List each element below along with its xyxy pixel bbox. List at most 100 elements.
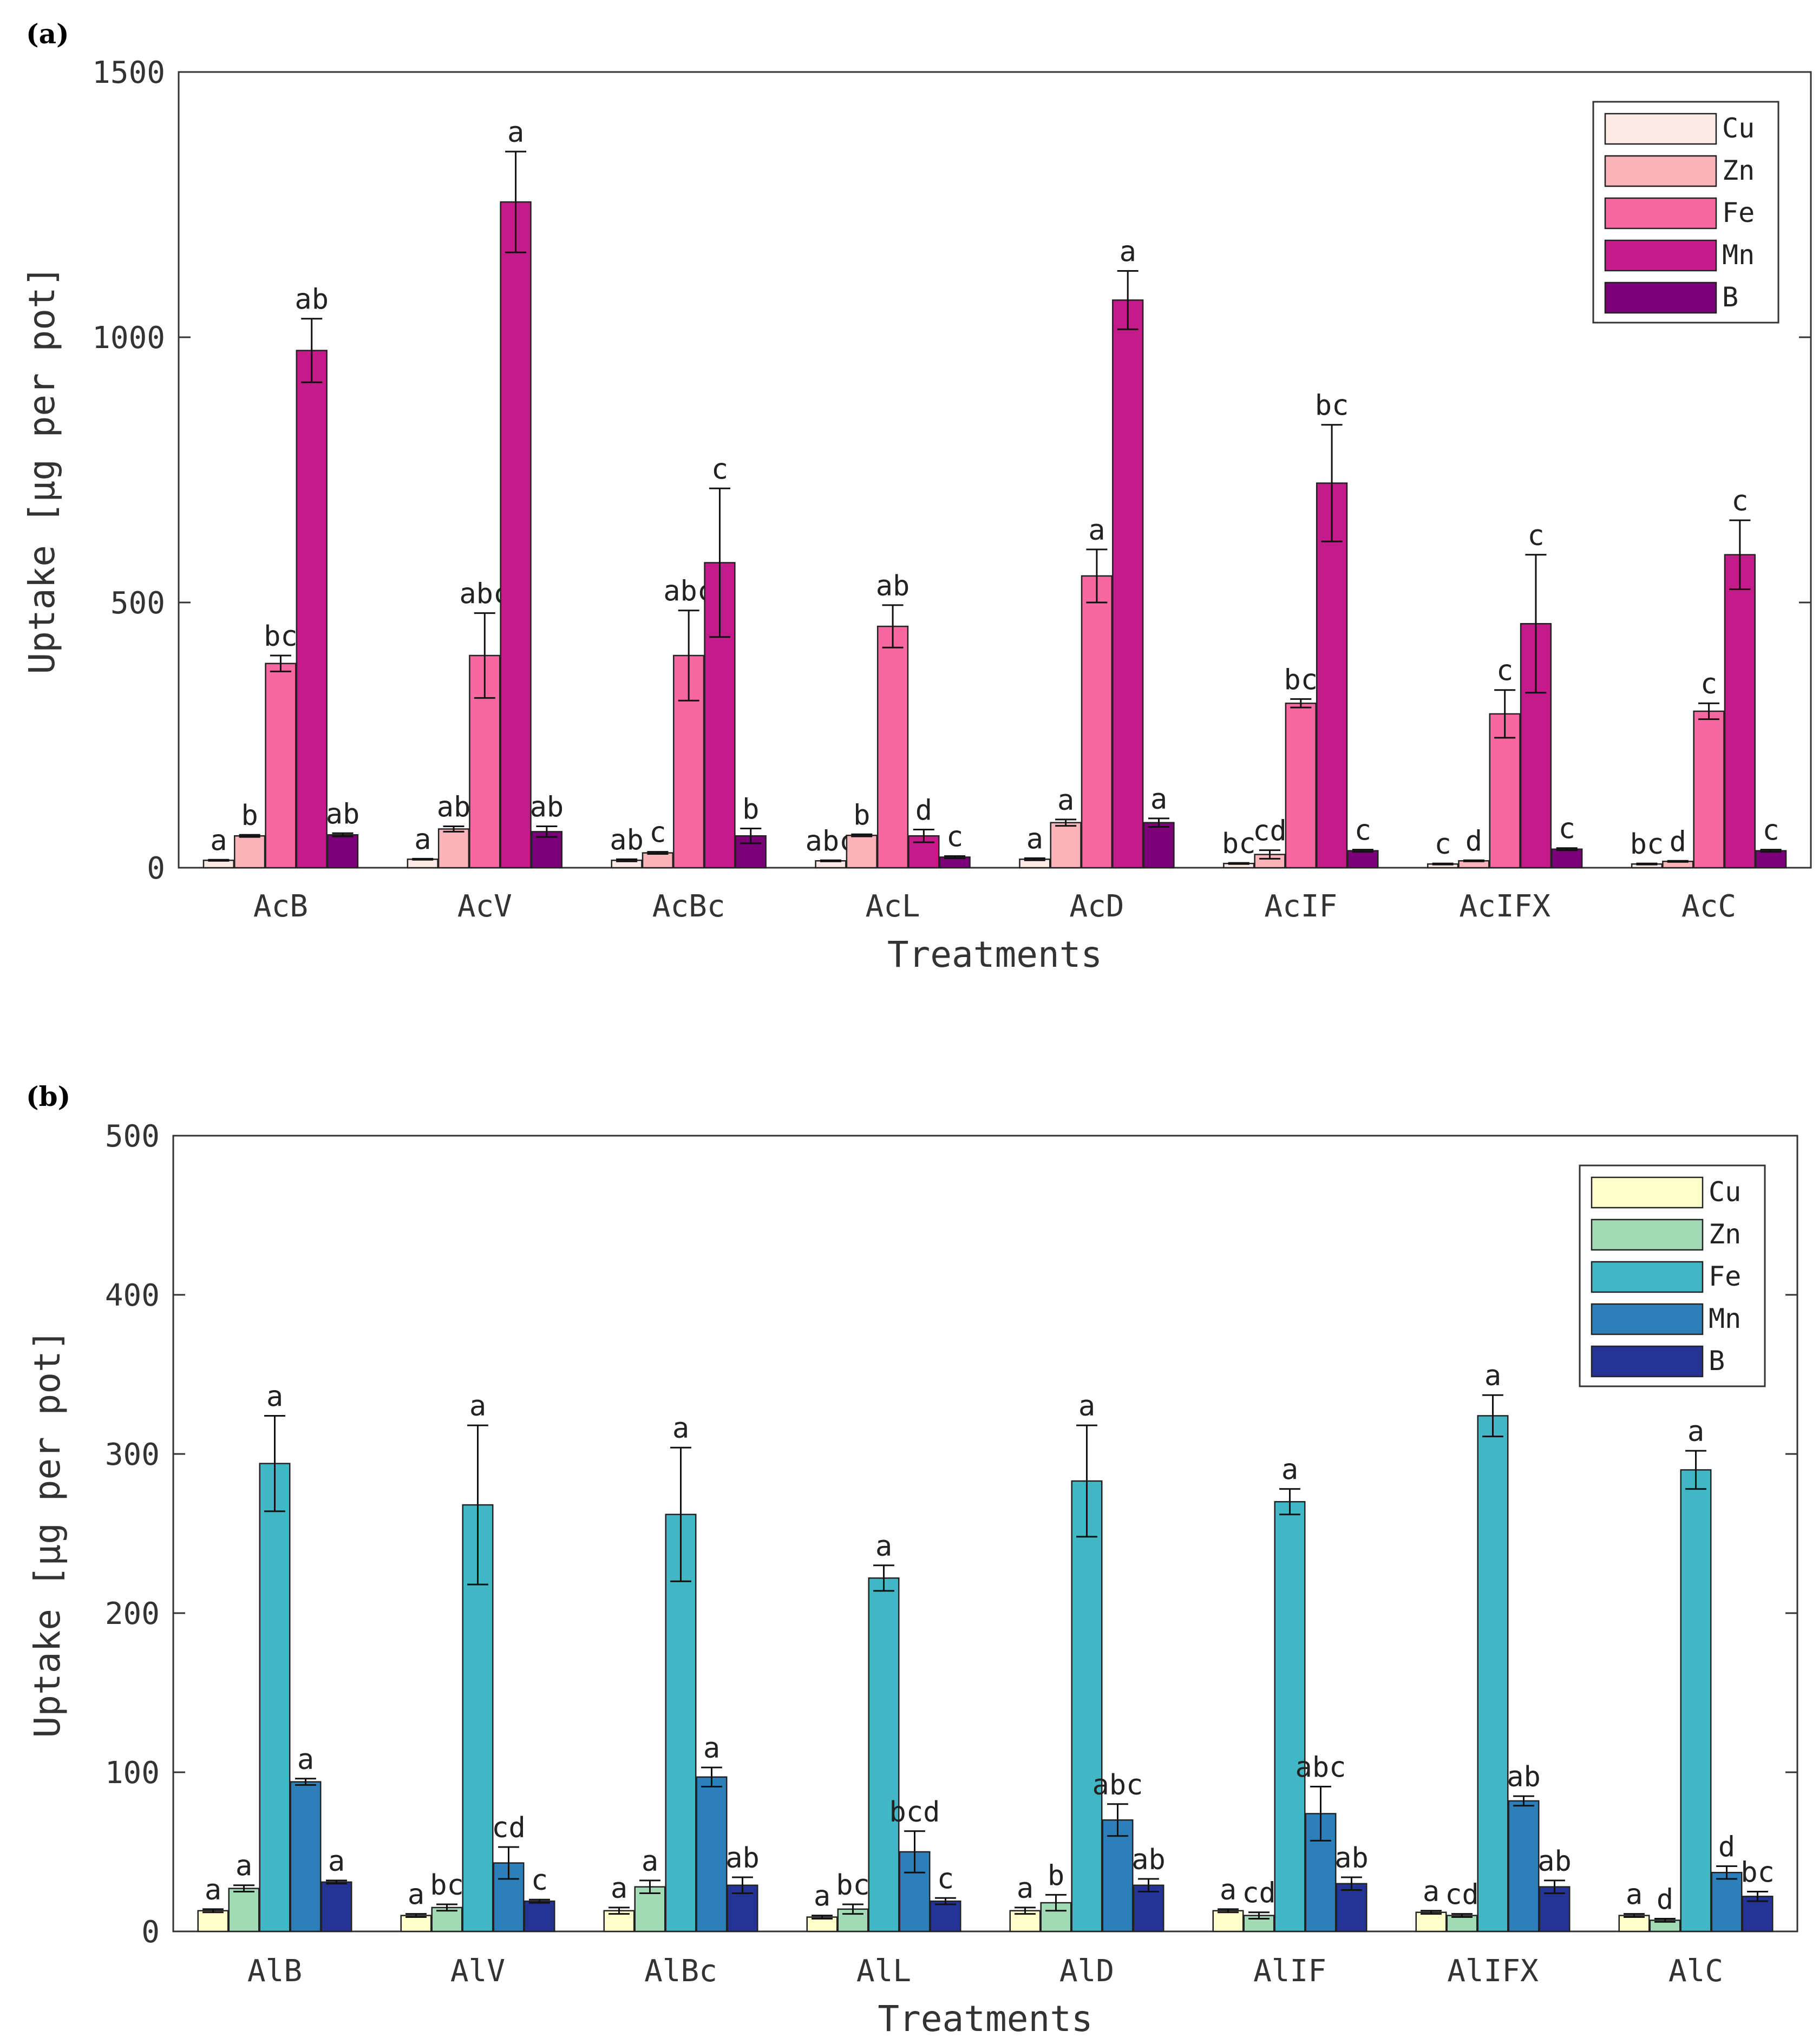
y-tick-label: 100 (105, 1755, 160, 1791)
bar-mn (696, 1776, 728, 1932)
significance-letter: a (875, 1530, 892, 1563)
category-label: AlIF (1253, 1954, 1326, 1989)
category-label: AlC (1668, 1954, 1723, 1989)
significance-letter: ab (1131, 1844, 1166, 1876)
significance-letter: c (946, 821, 963, 853)
significance-letter: a (235, 1850, 252, 1883)
significance-letter: d (1465, 825, 1482, 857)
significance-letter: a (205, 1874, 221, 1907)
y-tick-label: 300 (105, 1437, 160, 1472)
bar-fe (868, 1577, 900, 1932)
legend-swatch-fe (1591, 1261, 1704, 1293)
significance-letter: cd (492, 1812, 526, 1844)
plot-frame (178, 71, 1812, 869)
significance-letter: d (1718, 1831, 1735, 1863)
bar-zn (837, 1908, 869, 1932)
legend-label-b: B (1709, 1345, 1725, 1377)
legend-label-b: B (1722, 281, 1738, 313)
bar-fe (1081, 575, 1113, 869)
significance-letter: b (742, 793, 759, 826)
bar-b (1755, 850, 1787, 869)
significance-letter: ab (326, 798, 360, 830)
significance-letter: a (1017, 1872, 1033, 1905)
significance-letter: c (1527, 520, 1544, 552)
category-label: AlL (856, 1954, 911, 1989)
legend-swatch-zn (1591, 1218, 1704, 1251)
bar-cu (1212, 1910, 1244, 1932)
y-tick-label: 1500 (92, 55, 165, 90)
legend-swatch-zn (1604, 155, 1717, 187)
y-tick-label: 500 (110, 586, 165, 621)
legend-swatch-b (1591, 1345, 1704, 1378)
significance-letter: c (937, 1863, 954, 1895)
significance-letter: a (611, 1872, 627, 1905)
panel-label: (a) (26, 18, 69, 50)
significance-letter: b (241, 800, 258, 832)
legend-label-fe: Fe (1709, 1261, 1741, 1292)
legend-swatch-mn (1591, 1303, 1704, 1335)
significance-letter: ab (610, 824, 644, 856)
category-label: AcB (253, 889, 308, 924)
significance-letter: ab (295, 284, 329, 316)
bar-fe (1071, 1480, 1103, 1932)
significance-letter: ab (876, 570, 910, 602)
significance-letter: a (1484, 1360, 1501, 1392)
bar-fe (1680, 1469, 1712, 1932)
significance-letter: c (1731, 485, 1748, 517)
significance-letter: a (814, 1881, 830, 1913)
bar-zn (1446, 1915, 1478, 1932)
bar-b (1347, 850, 1379, 869)
significance-letter: a (703, 1732, 720, 1765)
bar-zn (846, 834, 878, 869)
bar-fe (1489, 713, 1521, 869)
bar-b (930, 1900, 961, 1932)
x-axis-title: Treatments (887, 934, 1102, 975)
category-label: AlBc (644, 1954, 717, 1989)
category-label: AcC (1681, 889, 1736, 924)
y-axis-title: Uptake [µg per pot] (27, 1329, 68, 1738)
bar-mn (296, 350, 328, 869)
bar-mn (1316, 482, 1348, 869)
category-label: AcV (457, 889, 512, 924)
significance-letter: c (649, 817, 666, 849)
significance-letter: c (1496, 655, 1513, 687)
y-tick-label: 0 (141, 1915, 160, 1950)
bar-cu (197, 1910, 229, 1932)
significance-letter: a (469, 1390, 486, 1423)
legend-swatch-cu (1604, 113, 1717, 145)
bar-mn (500, 201, 532, 869)
bar-mn (1711, 1871, 1743, 1932)
x-axis-title: Treatments (878, 1998, 1092, 2040)
significance-letter: c (711, 453, 728, 486)
significance-letter: bc (836, 1869, 870, 1902)
legend-swatch-b (1604, 281, 1717, 314)
significance-letter: a (672, 1412, 689, 1445)
legend-label-fe: Fe (1722, 197, 1755, 228)
significance-letter: a (414, 823, 431, 856)
significance-letter: d (1670, 826, 1686, 858)
panel-label: (b) (26, 1080, 70, 1112)
legend-label-zn: Zn (1722, 155, 1755, 186)
bar-b (326, 834, 359, 869)
bar-b (320, 1881, 352, 1932)
category-label: AcBc (652, 889, 725, 924)
significance-letter: a (1120, 236, 1136, 268)
category-label: AcIFX (1459, 889, 1550, 924)
bar-zn (642, 852, 674, 869)
significance-letter: cd (1242, 1877, 1276, 1910)
significance-letter: a (1057, 784, 1074, 817)
significance-letter: a (266, 1380, 283, 1413)
bar-fe (1693, 710, 1725, 869)
category-label: AcIF (1264, 889, 1337, 924)
legend-swatch-fe (1604, 197, 1717, 230)
bar-mn (290, 1781, 322, 1932)
bar-mn (1112, 299, 1144, 869)
y-tick-label: 200 (105, 1596, 160, 1632)
chart-panel-a: (a) 0 500 1000 1500 Uptake [µg per pot] Treatm… (21, 18, 1812, 975)
y-tick-label: 0 (147, 851, 165, 886)
significance-letter: ab (530, 791, 564, 824)
significance-letter: bc (1284, 664, 1318, 696)
legend-label-mn: Mn (1709, 1303, 1741, 1334)
significance-letter: bc (430, 1869, 464, 1902)
significance-letter: c (531, 1864, 548, 1897)
